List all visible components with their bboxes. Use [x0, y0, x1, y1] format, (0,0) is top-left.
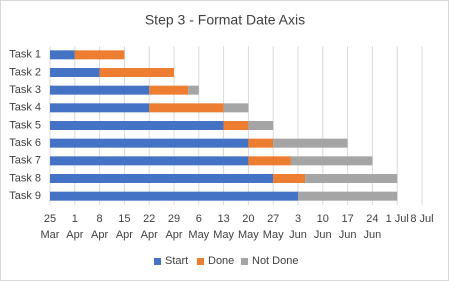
bar-segment: [99, 68, 174, 77]
legend-entry: Start: [154, 255, 188, 267]
x-tick-label: 24 Jun: [363, 213, 382, 241]
x-tick-label: 29 Apr: [165, 213, 183, 241]
x-tick-label: 27 May: [262, 213, 284, 241]
bar-segment: [149, 85, 189, 95]
y-tick-label: Task 9: [9, 190, 41, 202]
y-tick-label: Task 3: [9, 84, 41, 96]
x-tick-label: 8 Jul: [410, 213, 434, 225]
x-tick-label: 20 May: [238, 213, 259, 241]
x-tick-label: 8 Apr: [91, 213, 109, 241]
legend-swatch: [241, 257, 248, 265]
legend-label: Done: [208, 255, 235, 267]
y-tick-label: Task 4: [9, 102, 41, 114]
legend-swatch: [197, 257, 204, 265]
bar-segment: [305, 174, 398, 183]
y-tick-label: Task 6: [9, 137, 41, 149]
bar-segment: [50, 68, 100, 77]
bar-segment: [248, 138, 274, 148]
x-tick-label: 1 Jul: [385, 213, 409, 225]
y-tick-label: Task 8: [9, 172, 41, 184]
bar-segment: [74, 50, 125, 60]
bar-segment: [223, 103, 249, 113]
x-tick-label: 10 Jun: [313, 213, 332, 241]
y-tick-label: Task 2: [9, 66, 41, 78]
bar-segment: [298, 191, 398, 201]
y-tick-label: Task 1: [9, 49, 41, 61]
bar-segment: [149, 103, 224, 113]
legend-entry: Not Done: [241, 255, 298, 267]
bar-segment: [290, 156, 373, 166]
legend-label: Not Done: [252, 255, 299, 267]
y-tick-label: Task 7: [9, 155, 41, 167]
bar-segment: [50, 191, 298, 201]
legend-swatch: [154, 257, 161, 265]
bar-segment: [223, 121, 249, 130]
bar-segment: [273, 138, 348, 148]
bar-segment: [50, 121, 224, 130]
bar-segment: [50, 103, 150, 113]
x-tick-label: 15 Apr: [115, 213, 133, 241]
legend-label: Start: [165, 255, 189, 267]
chart-title: Step 3 - Format Date Axis: [145, 12, 305, 28]
legend-entry: Done: [197, 255, 234, 267]
bar-segment: [248, 121, 274, 130]
bar-segment: [188, 85, 199, 95]
x-tick-label: 6 May: [188, 213, 210, 241]
x-tick-label: 1 Apr: [66, 213, 84, 241]
x-tick-label: 3 Jun: [289, 213, 307, 241]
bar-segment: [50, 138, 249, 148]
bar-segment: [50, 174, 274, 183]
bar-segment: [248, 156, 291, 166]
x-tick-label: 13 May: [213, 213, 234, 241]
x-tick-label: 22 Apr: [140, 213, 158, 241]
bar-segment: [273, 174, 306, 183]
x-tick-label: 25 Mar: [40, 213, 60, 241]
y-tick-label: Task 5: [9, 119, 41, 131]
bar-segment: [50, 156, 249, 166]
x-tick-label: 17 Jun: [338, 213, 357, 241]
bar-segment: [50, 50, 75, 60]
bar-segment: [50, 85, 150, 95]
